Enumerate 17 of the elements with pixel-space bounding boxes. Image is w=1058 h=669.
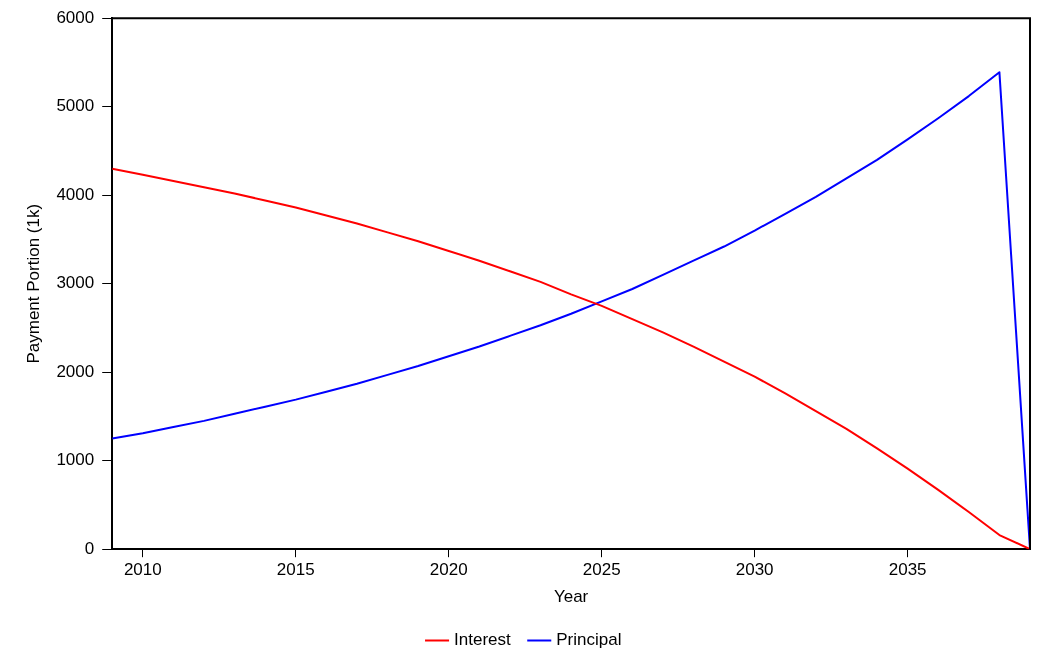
x-axis-title: Year: [553, 587, 589, 607]
y-tick-label: 2000: [56, 361, 95, 381]
x-tick-label: 2035: [888, 560, 927, 580]
x-tick-label: 2010: [123, 560, 162, 580]
y-tick-label: 0: [84, 538, 95, 558]
y-tick-label: 6000: [56, 7, 95, 27]
legend-label: Interest: [454, 630, 512, 650]
x-tick-label: 2025: [582, 560, 621, 580]
x-tick-label: 2015: [276, 560, 315, 580]
y-tick-label: 4000: [56, 184, 95, 204]
y-tick-label: 1000: [56, 450, 95, 470]
y-tick-label: 5000: [56, 96, 95, 116]
y-tick-label: 3000: [56, 273, 95, 293]
y-axis-title: Payment Portion (1k): [23, 203, 43, 364]
x-tick-label: 2030: [735, 560, 774, 580]
legend-label: Principal: [556, 630, 622, 650]
x-tick-label: 2020: [429, 560, 468, 580]
